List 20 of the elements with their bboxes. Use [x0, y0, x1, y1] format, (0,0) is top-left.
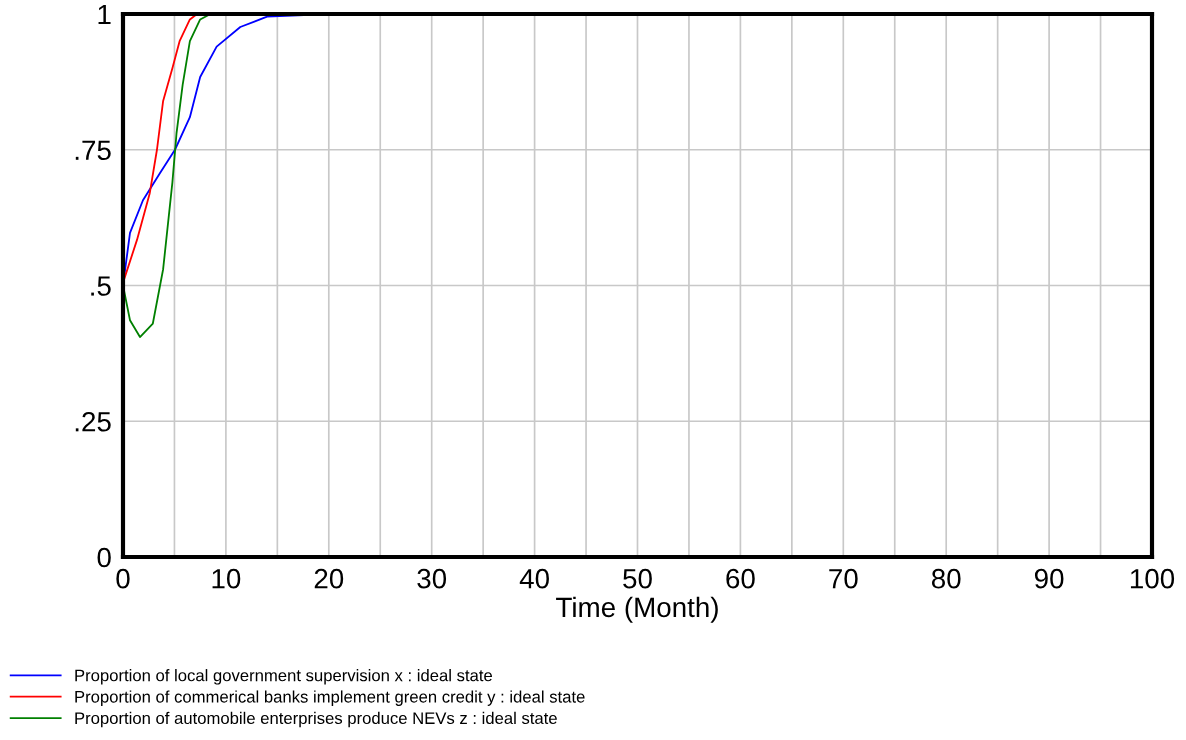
- legend-label: Proportion of local government supervision x : ideal state: [75, 669, 492, 685]
- x-tick-label: 50: [623, 568, 652, 589]
- x-tick-label: 40: [519, 568, 549, 589]
- legend-label: Proportion of automobile enterprises produce NEVs z : ideal state: [75, 711, 557, 728]
- y-tick-label: 1: [98, 4, 111, 25]
- x-tick-label: 0: [116, 568, 130, 589]
- x-tick-label: 100: [1130, 568, 1175, 589]
- x-tick-label: 20: [314, 568, 344, 589]
- x-tick-label: 80: [931, 568, 961, 589]
- x-tick-label: 10: [212, 568, 241, 589]
- x-tick-label: 90: [1034, 568, 1064, 589]
- y-tick-label: .5: [91, 276, 111, 296]
- x-tick-label: 30: [417, 568, 447, 589]
- y-tick-label: .25: [75, 411, 111, 432]
- y-tick-label: 0: [97, 547, 111, 568]
- x-tick-label: 60: [726, 568, 755, 589]
- x-axis-title: Time (Month): [556, 596, 718, 623]
- y-tick-label: .75: [75, 140, 111, 161]
- legend-label: Proportion of commerical banks implement green credit y : ideal state: [75, 690, 585, 706]
- x-tick-label: 70: [829, 568, 858, 589]
